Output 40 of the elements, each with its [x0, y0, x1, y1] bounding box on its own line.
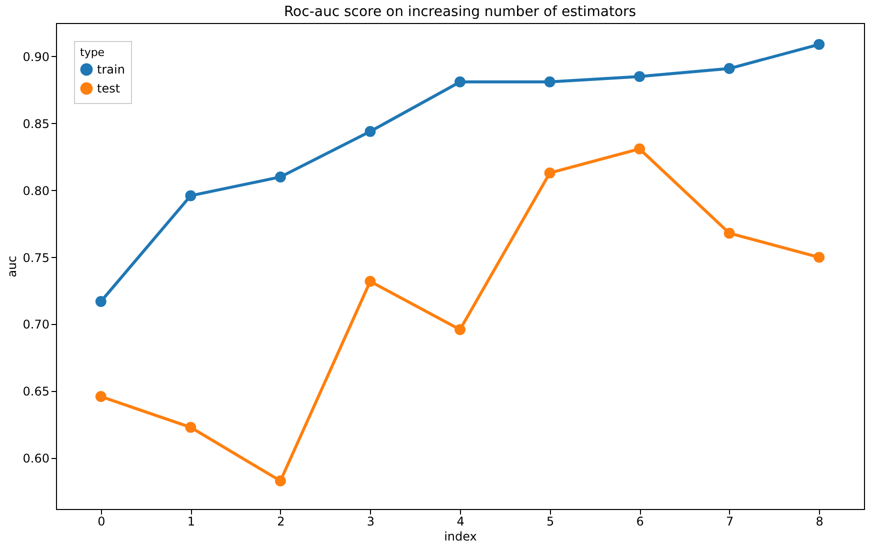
x-tick-label: 4: [456, 514, 464, 528]
legend-label: train: [97, 62, 125, 76]
point: [544, 167, 556, 178]
x-tick-label: 0: [98, 514, 106, 528]
x-tick-label: 5: [546, 514, 554, 528]
point: [814, 38, 825, 50]
y-tick-label: 0.85: [22, 116, 50, 131]
point: [634, 143, 646, 154]
point: [724, 63, 735, 74]
point: [814, 252, 825, 263]
y-tick-label: 0.70: [22, 318, 50, 332]
y-tick-label: 0.75: [22, 250, 50, 265]
x-axis-title: index: [444, 530, 477, 544]
y-tick-label: 0.60: [22, 452, 50, 466]
y-tick-label: 0.80: [22, 184, 50, 198]
x-tick-label: 7: [726, 514, 734, 528]
point: [454, 324, 466, 336]
point: [274, 475, 286, 486]
point: [724, 228, 735, 239]
legend-label: test: [97, 82, 120, 96]
x-tick-label: 6: [636, 514, 644, 528]
point: [364, 276, 376, 287]
chart-title: Roc-auc score on increasing number of estimators: [284, 4, 636, 20]
y-axis-title: auc: [4, 256, 19, 278]
point: [364, 126, 376, 137]
point: [454, 76, 466, 88]
point: [185, 190, 196, 202]
legend-title: type: [80, 46, 105, 59]
point: [95, 391, 106, 402]
point: [634, 71, 646, 82]
x-tick-label: 2: [277, 514, 285, 528]
x-tick-label: 8: [816, 514, 824, 528]
x-tick-label: 3: [366, 514, 375, 528]
point: [185, 422, 196, 433]
y-tick-label: 0.90: [22, 50, 50, 64]
point: [544, 76, 556, 88]
point: [274, 172, 286, 182]
x-tick-label: 1: [187, 514, 195, 528]
point: [95, 296, 106, 307]
y-tick-label: 0.65: [22, 384, 50, 399]
